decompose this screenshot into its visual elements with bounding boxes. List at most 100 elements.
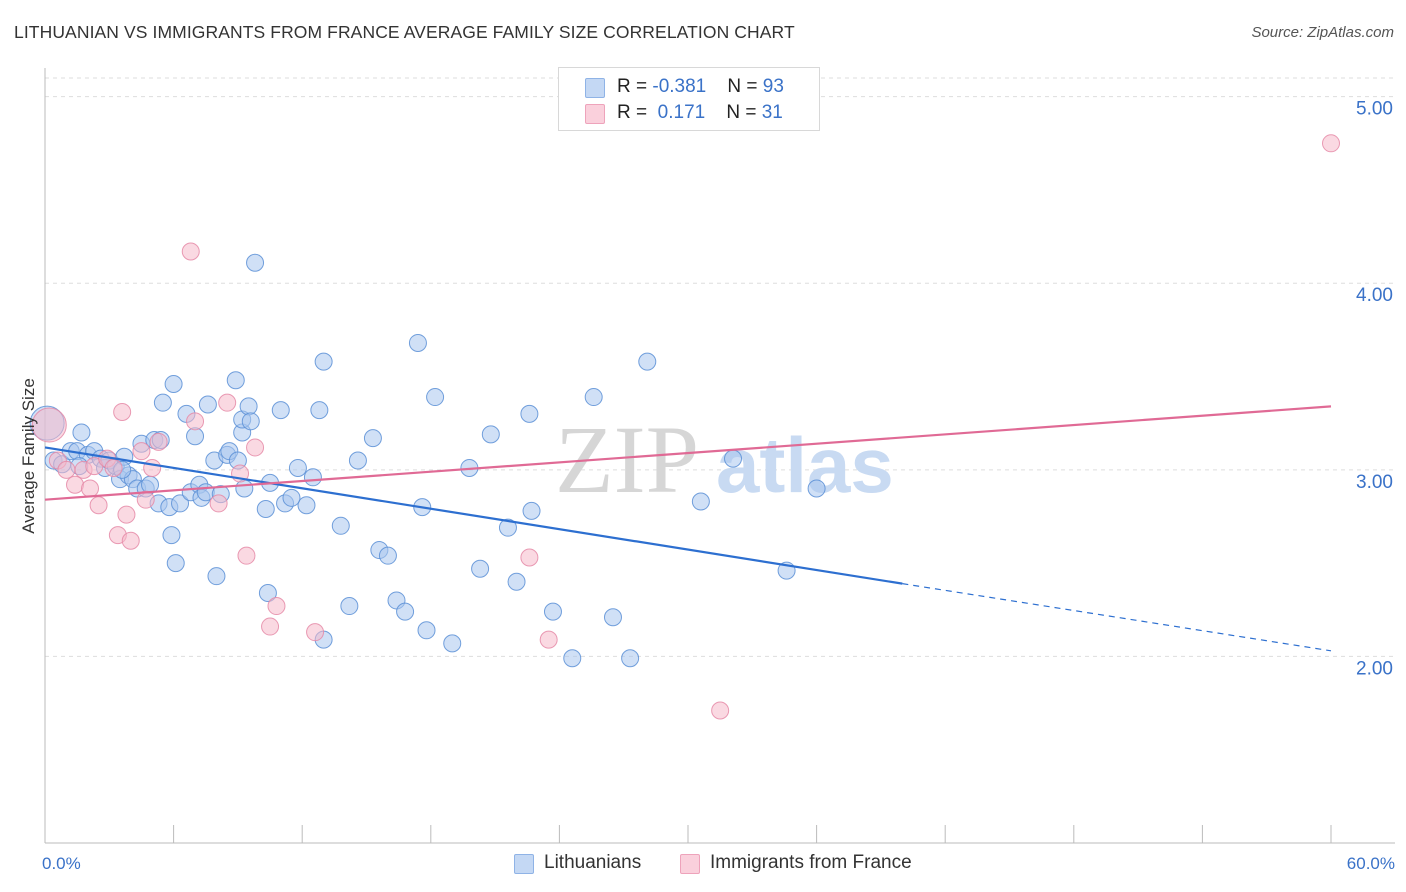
- y-axis-label: Average Family Size: [19, 378, 38, 534]
- data-point: [348, 451, 367, 470]
- data-point: [426, 388, 445, 407]
- data-point: [711, 701, 730, 720]
- data-point: [186, 412, 205, 431]
- data-point: [584, 388, 603, 407]
- data-point: [237, 546, 256, 565]
- y-tick-label: 2.00: [1356, 658, 1393, 679]
- data-point: [621, 649, 640, 668]
- data-point: [258, 583, 277, 602]
- bottom-legend-swatch-blue: [514, 854, 534, 874]
- data-point: [340, 597, 359, 616]
- data-point: [288, 458, 307, 477]
- bottom-legend-label: Lithuanians: [544, 852, 642, 873]
- data-point: [218, 393, 237, 412]
- legend-stat-text: R = -0.381 N = 93: [617, 76, 784, 98]
- watermark: ZIP atlas: [555, 406, 894, 513]
- data-point: [171, 494, 190, 513]
- data-point: [104, 458, 123, 477]
- data-point: [207, 567, 226, 586]
- n-label: N =: [727, 76, 763, 97]
- data-point: [246, 438, 265, 457]
- data-point: [72, 423, 91, 442]
- data-point: [408, 333, 427, 352]
- trend-lines: [44, 405, 1332, 652]
- data-point: [363, 429, 382, 448]
- data-point: [136, 490, 155, 509]
- data-point: [724, 449, 743, 468]
- data-point: [297, 496, 316, 515]
- data-point: [209, 494, 228, 513]
- data-point: [306, 623, 325, 642]
- data-point: [471, 559, 490, 578]
- legend-row-lithuanians: R = -0.381 N = 93: [585, 76, 784, 100]
- data-point: [522, 501, 541, 520]
- data-point: [261, 617, 280, 636]
- data-point: [638, 352, 657, 371]
- stats-legend: R = -0.381 N = 93 R = 0.171 N = 31: [558, 67, 820, 131]
- legend-stat-text: R = 0.171 N = 31: [617, 102, 783, 124]
- x-tick-label: 0.0%: [42, 854, 81, 873]
- data-point: [121, 531, 140, 550]
- data-point: [539, 630, 558, 649]
- x-tick-label: 60.0%: [1347, 854, 1395, 873]
- data-point: [89, 496, 108, 515]
- data-point: [57, 460, 76, 479]
- data-point: [267, 597, 286, 616]
- data-point: [563, 649, 582, 668]
- data-point: [331, 516, 350, 535]
- data-point: [164, 375, 183, 393]
- data-point: [239, 397, 258, 416]
- tick-labels: 2.00 3.00 4.00 5.00 0.0% 60.0%: [42, 99, 1395, 873]
- r-value: -0.381: [652, 76, 707, 97]
- data-point: [66, 475, 85, 494]
- data-point: [256, 500, 275, 519]
- data-point: [443, 634, 462, 653]
- chart-title: LITHUANIAN VS IMMIGRANTS FROM FRANCE AVE…: [14, 22, 795, 42]
- watermark-zip: ZIP: [555, 406, 699, 513]
- trend-line-lithuanians: [44, 446, 903, 585]
- data-point: [603, 608, 622, 627]
- data-point: [143, 458, 162, 477]
- n-value: 31: [761, 102, 783, 123]
- data-point: [113, 402, 132, 421]
- r-label: R =: [617, 102, 653, 123]
- trend-line-lithuanians-extrapolated: [902, 583, 1332, 652]
- source-credit: Source: ZipAtlas.com: [1251, 24, 1394, 41]
- bottom-legend-label: Immigrants from France: [710, 852, 912, 873]
- data-point: [181, 242, 200, 261]
- data-point: [417, 621, 436, 640]
- bottom-legend-swatch-pink: [680, 854, 700, 874]
- data-point: [303, 468, 322, 487]
- data-point: [153, 393, 172, 412]
- legend-swatch-pink: [585, 104, 605, 124]
- data-point: [378, 546, 397, 565]
- data-point: [314, 352, 333, 371]
- data-point: [246, 253, 265, 272]
- data-point: [1322, 134, 1340, 153]
- data-point: [226, 371, 245, 390]
- series-france-points: [31, 134, 1340, 720]
- data-point: [149, 432, 168, 451]
- r-label: R =: [617, 76, 653, 97]
- n-value: 93: [762, 76, 784, 97]
- data-point: [396, 602, 415, 621]
- watermark-atlas: atlas: [716, 421, 894, 509]
- y-tick-label: 5.00: [1356, 99, 1393, 120]
- data-point: [520, 548, 539, 567]
- data-point: [241, 412, 260, 431]
- data-point: [162, 526, 181, 545]
- data-point: [310, 401, 329, 420]
- data-point: [282, 488, 301, 507]
- data-point: [198, 395, 217, 414]
- data-point: [520, 404, 539, 423]
- legend-swatch-blue: [585, 78, 605, 98]
- data-point: [498, 518, 517, 537]
- data-point: [271, 401, 290, 420]
- data-point: [507, 572, 526, 591]
- data-point: [807, 479, 826, 498]
- data-point: [117, 505, 136, 524]
- axes: [44, 68, 1395, 844]
- data-point: [166, 554, 185, 573]
- legend-row-france: R = 0.171 N = 31: [585, 102, 783, 126]
